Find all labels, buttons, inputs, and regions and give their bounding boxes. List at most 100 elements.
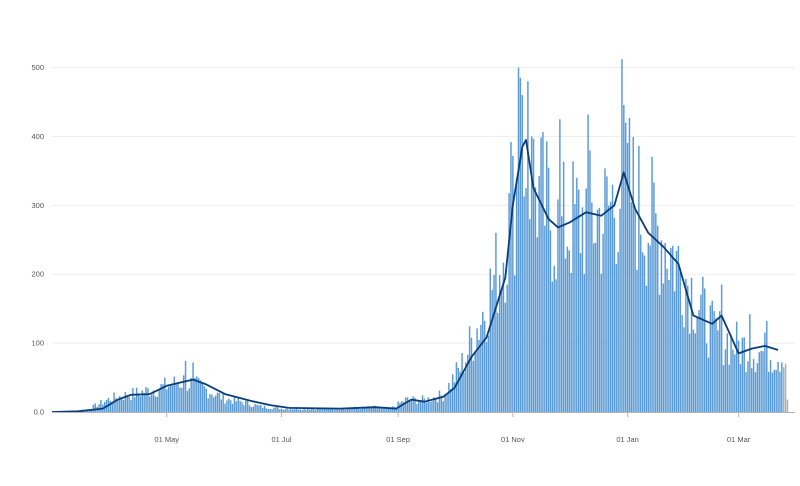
bar — [288, 409, 290, 412]
bar — [745, 372, 747, 412]
bar — [374, 405, 377, 412]
x-tick-label: 01 Nov — [501, 435, 525, 444]
bar — [190, 378, 192, 412]
bar — [555, 279, 557, 412]
bar — [734, 354, 736, 412]
bar — [491, 289, 493, 412]
bar — [226, 400, 228, 412]
bar — [585, 188, 587, 412]
bar — [94, 403, 96, 412]
bar — [694, 333, 697, 412]
bar — [670, 248, 672, 412]
bar — [436, 402, 439, 412]
bar — [468, 326, 471, 412]
bar — [647, 242, 650, 412]
bar — [536, 237, 539, 412]
bar — [205, 388, 207, 412]
bar — [233, 396, 236, 412]
bar — [352, 408, 354, 412]
bar — [92, 404, 95, 412]
x-tick-label: 01 Mar — [727, 435, 751, 444]
bar — [672, 245, 674, 412]
bar — [342, 409, 345, 412]
bar — [741, 337, 744, 412]
bar — [525, 188, 527, 412]
bar — [245, 400, 247, 412]
bar — [677, 245, 680, 412]
bar — [687, 285, 689, 412]
bar — [408, 399, 411, 412]
bar — [737, 340, 740, 412]
bar — [476, 328, 478, 412]
bar — [128, 396, 130, 412]
bar — [455, 362, 458, 412]
bar — [457, 367, 460, 412]
bar — [211, 394, 213, 412]
bar — [673, 291, 676, 412]
bar — [171, 385, 174, 412]
bar — [611, 184, 614, 412]
bar — [100, 399, 102, 412]
bar — [538, 175, 540, 412]
bar — [222, 392, 224, 412]
bar — [196, 376, 198, 412]
bar — [619, 208, 621, 412]
bar — [213, 397, 215, 412]
bar — [666, 268, 668, 412]
x-tick-label: 01 Jan — [616, 435, 639, 444]
bar — [346, 408, 349, 412]
bar — [109, 400, 112, 412]
bar — [480, 325, 482, 412]
bar — [675, 250, 678, 412]
bar — [649, 245, 651, 412]
bar — [705, 343, 708, 412]
bar — [299, 409, 302, 412]
bar — [395, 407, 397, 412]
bar — [692, 329, 695, 412]
bar — [209, 394, 211, 412]
bar — [337, 409, 339, 412]
y-tick-label: 0.0 — [34, 408, 44, 417]
bar — [726, 333, 729, 412]
bar — [310, 408, 313, 412]
bar — [290, 409, 292, 412]
bar — [764, 332, 766, 412]
bar — [634, 209, 636, 412]
bar — [513, 275, 516, 412]
bar — [656, 225, 659, 412]
bar — [162, 384, 164, 412]
bar — [754, 372, 757, 412]
bar — [239, 400, 241, 412]
bar — [382, 407, 384, 412]
bar — [762, 351, 764, 412]
bar-incomplete — [784, 363, 787, 412]
bar — [747, 361, 749, 412]
bar — [715, 318, 717, 412]
bar — [643, 255, 646, 412]
bar — [547, 167, 550, 412]
bar — [440, 395, 443, 412]
bar — [461, 353, 463, 412]
bar — [278, 409, 281, 412]
bar — [120, 398, 123, 412]
bar — [756, 363, 759, 412]
bar — [124, 392, 127, 412]
bar — [132, 388, 134, 412]
bar — [354, 406, 356, 412]
bar — [389, 408, 392, 412]
bar — [589, 150, 591, 413]
bar — [335, 407, 337, 412]
bar — [743, 337, 745, 412]
bar — [194, 377, 196, 412]
bar — [630, 202, 633, 412]
bar — [751, 368, 753, 412]
bar — [218, 392, 221, 412]
bar — [771, 372, 774, 412]
bar — [489, 268, 492, 412]
bar — [719, 311, 721, 412]
bar — [265, 408, 268, 412]
bar — [158, 389, 160, 412]
bar — [404, 397, 407, 412]
bar — [152, 390, 155, 412]
